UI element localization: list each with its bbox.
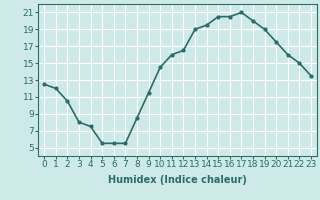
X-axis label: Humidex (Indice chaleur): Humidex (Indice chaleur) xyxy=(108,175,247,185)
